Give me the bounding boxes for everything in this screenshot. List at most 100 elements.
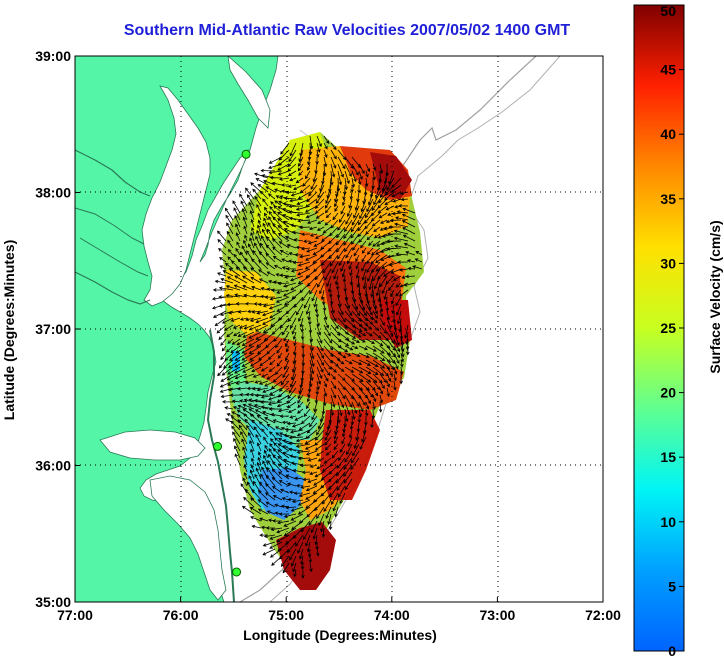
velocity-arrow [337,310,346,323]
velocity-arrow [365,359,379,368]
velocity-arrow [279,273,290,278]
velocity-arrow [394,222,409,228]
y-tick-label: 37:00 [35,321,71,337]
x-tick-label: 76:00 [163,607,199,623]
velocity-arrow [343,464,353,477]
velocity-arrow [264,492,276,501]
velocity-arrow [249,440,255,452]
velocity-arrow [241,208,248,221]
velocity-arrow [302,177,311,187]
velocity-arrow [390,289,395,297]
velocity-arrow [220,338,227,346]
velocity-arrow [395,252,409,256]
velocity-arrow [386,380,390,388]
velocity-arrow [254,195,262,207]
velocity-arrow [316,450,325,456]
velocity-arrow [316,331,323,344]
velocity-arrow [338,254,346,267]
velocity-arrow [358,303,367,317]
velocity-arrow [227,338,234,344]
velocity-arrow [308,513,318,526]
velocity-arrow [390,296,395,305]
velocity-arrow [386,366,393,377]
velocity-arrow [271,555,283,566]
velocity-arrow [278,480,290,487]
velocity-arrow [298,170,304,176]
velocity-arrow [285,267,297,271]
velocity-arrow [243,398,255,403]
velocity-arrow [329,254,339,267]
velocity-arrow [231,399,241,404]
velocity-arrow [242,331,255,338]
velocity-arrow [373,191,381,206]
velocity-arrow [285,190,297,195]
velocity-arrow [236,241,241,249]
velocity-arrow [379,373,387,384]
velocity-arrow [365,373,378,383]
velocity-arrow [350,415,355,426]
velocity-arrow [226,222,234,235]
velocity-arrow [262,317,276,325]
velocity-arrow [383,289,388,301]
velocity-arrow [303,296,311,309]
velocity-arrow [255,317,269,324]
velocity-arrow [247,309,255,314]
velocity-arrow [296,212,311,217]
velocity-arrow [373,226,381,232]
velocity-arrow [351,303,361,317]
velocity-arrow [372,303,378,315]
velocity-arrow [283,282,297,288]
y-axis-ticks: 39:00 38:00 37:00 36:00 35:00 [35,48,80,610]
velocity-arrow [276,303,290,312]
velocity-arrow [294,253,304,257]
velocity-arrow [390,184,402,193]
velocity-arrow [316,324,322,336]
velocity-arrow [248,338,262,347]
velocity-arrow [287,482,297,487]
velocity-arrow [359,436,367,450]
velocity-arrow [344,394,353,408]
velocity-arrow [221,345,227,352]
velocity-arrow [274,437,283,445]
velocity-arrow [310,520,318,534]
velocity-arrow [372,359,386,369]
velocity-arrow [279,249,290,256]
velocity-arrow [293,491,304,496]
velocity-arrow [295,443,311,448]
velocity-arrow [297,387,304,400]
velocity-arrow [272,447,283,459]
velocity-arrow [297,156,304,167]
velocity-arrow [250,267,262,277]
velocity-arrow [257,508,269,515]
velocity-arrow [316,366,323,380]
velocity-arrow [344,366,355,373]
velocity-arrow [351,366,364,374]
velocity-arrow [291,324,297,335]
velocity-arrow [240,431,248,445]
velocity-arrow [323,142,328,150]
velocity-arrow [330,366,337,373]
velocity-arrow [289,429,304,434]
velocity-arrow [269,534,283,540]
velocity-arrow [356,422,361,433]
velocity-arrow [250,218,255,228]
velocity-arrow [307,548,312,558]
velocity-arrow [252,294,262,298]
velocity-arrow [380,219,388,224]
velocity-arrow [313,478,325,486]
velocity-arrow [260,400,276,404]
velocity-arrow [282,220,297,228]
velocity-arrow [280,555,290,567]
velocity-arrow [337,296,342,308]
velocity-arrow [241,345,255,354]
velocity-arrow [324,436,332,446]
velocity-arrow [350,457,360,470]
velocity-arrow [330,142,337,151]
velocity-arrow [372,331,382,339]
colorbar-tick-label: 20 [660,385,676,401]
velocity-arrow [269,310,283,319]
velocity-arrow [262,303,276,308]
velocity-arrow [344,373,356,382]
velocity-arrow [329,457,339,467]
velocity-arrow [306,275,318,287]
